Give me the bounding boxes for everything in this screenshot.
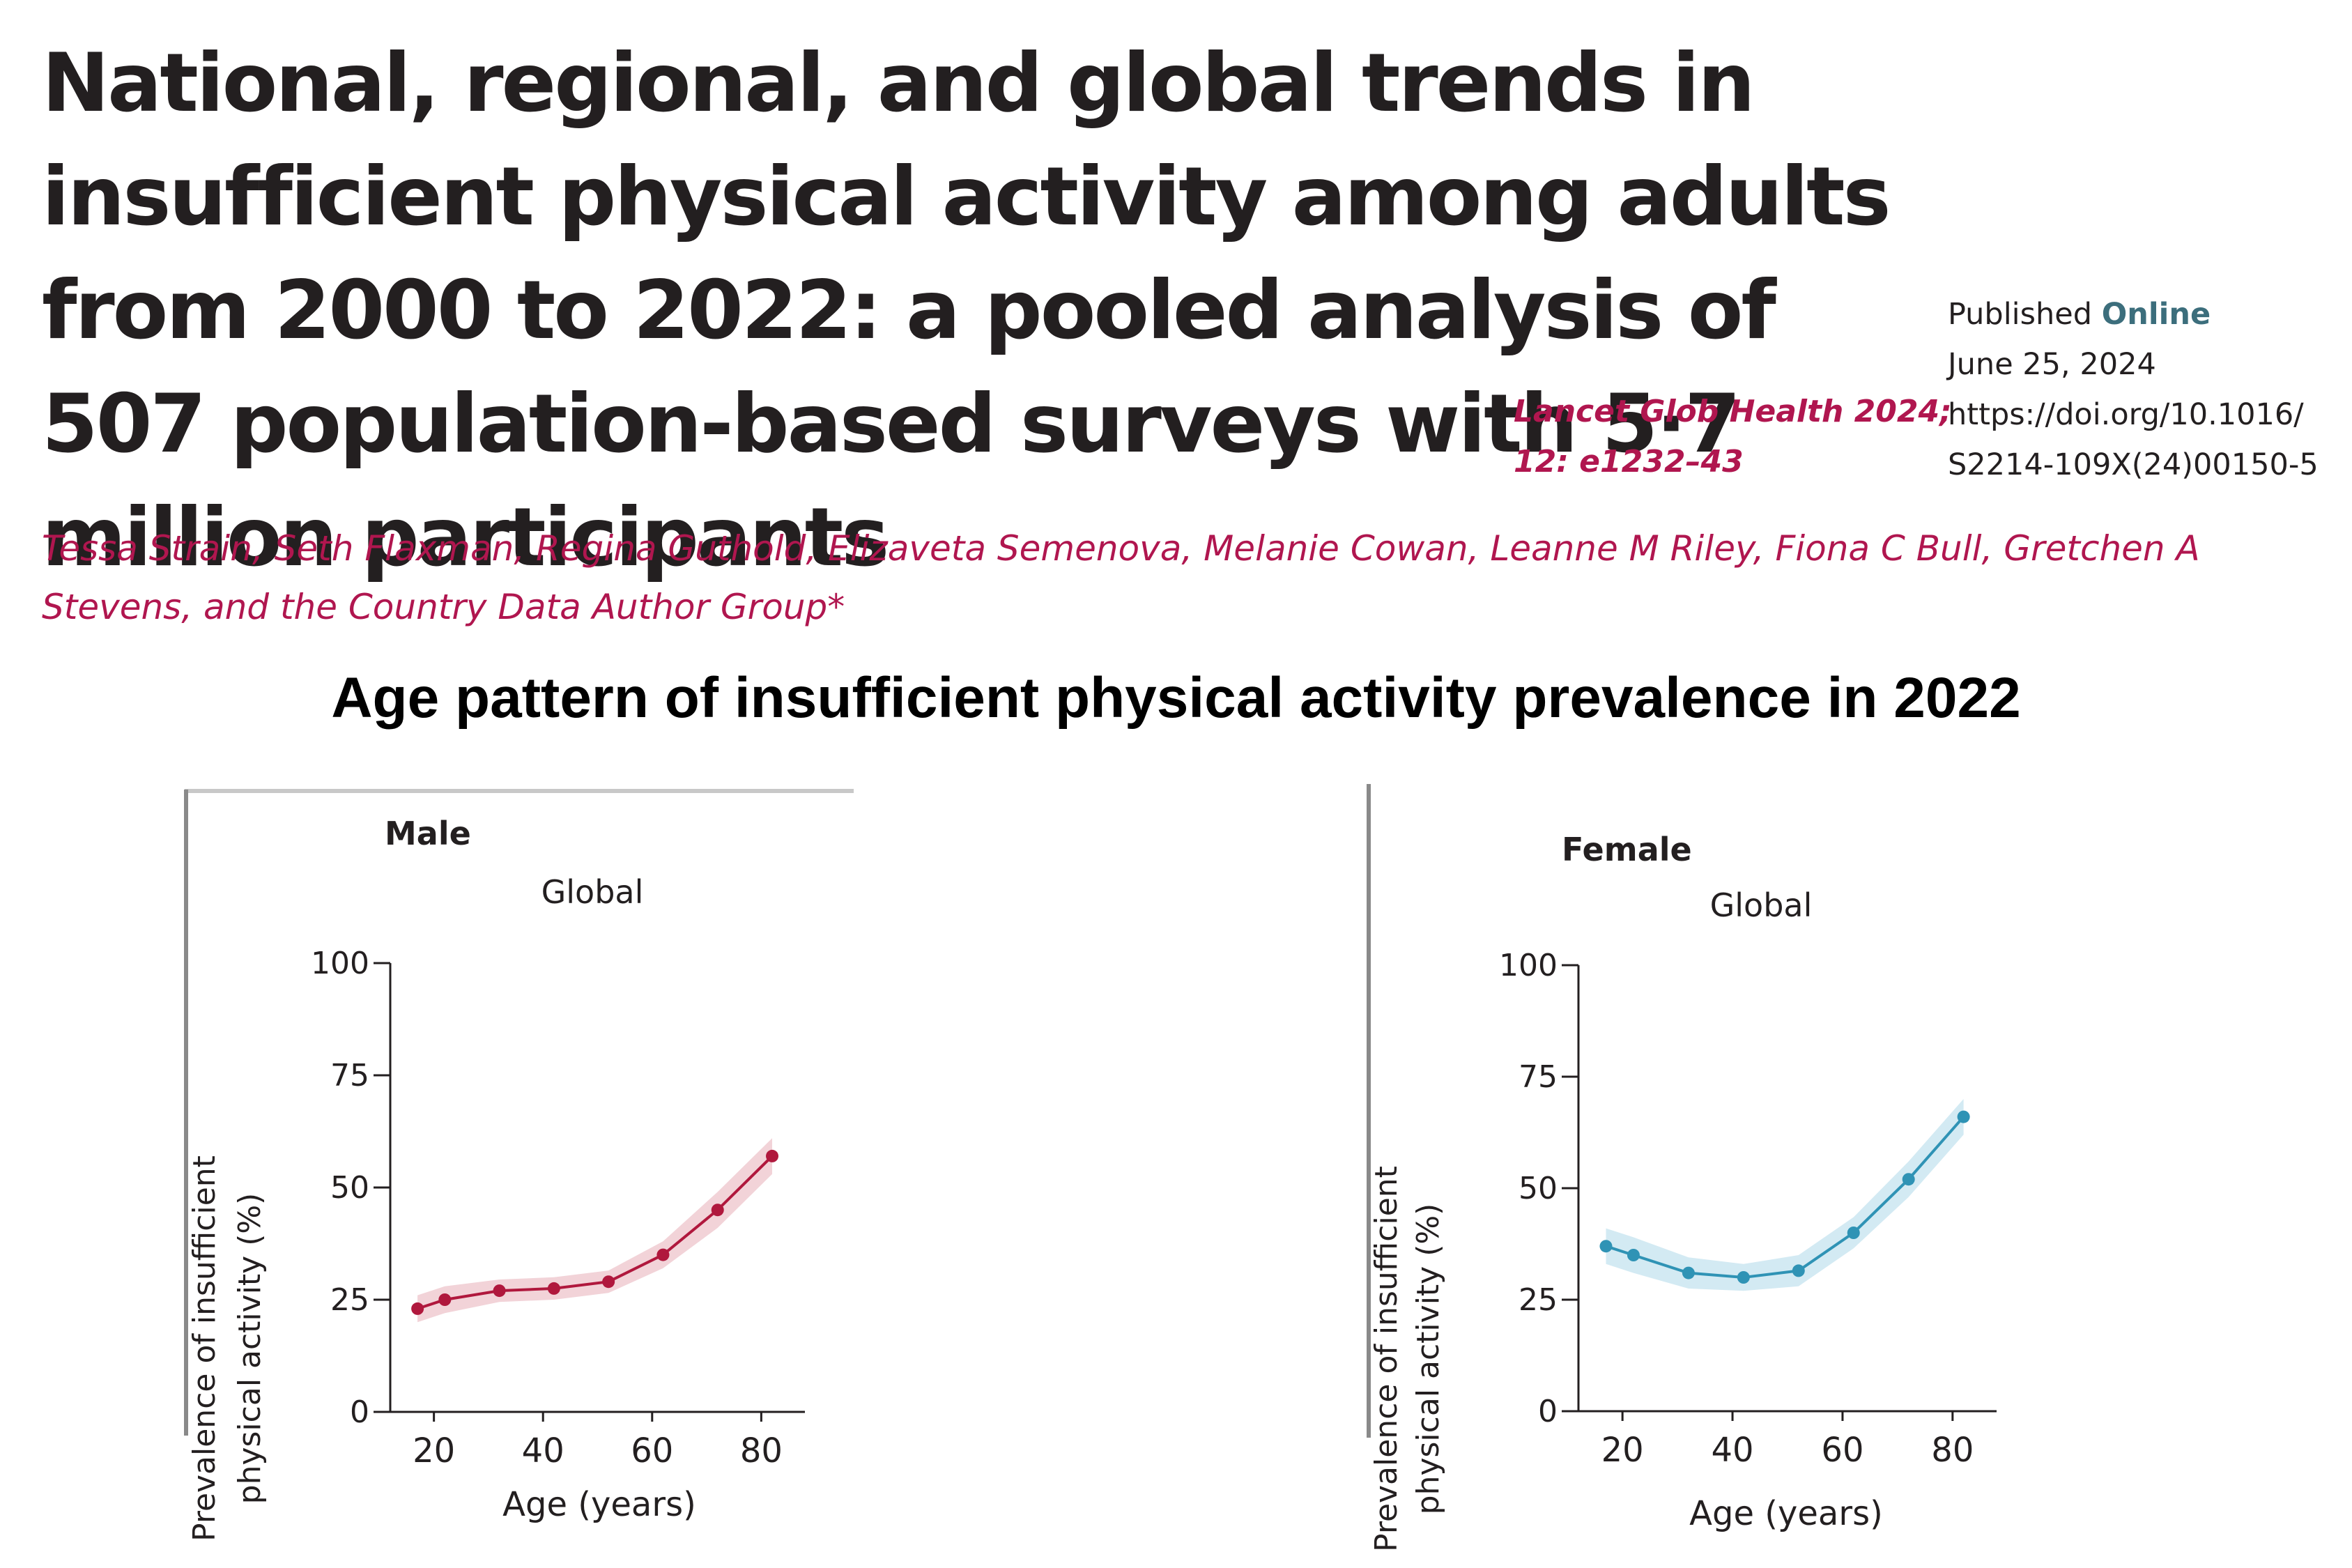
- data-point: [1792, 1264, 1805, 1277]
- data-point: [547, 1282, 560, 1295]
- uncertainty-band: [417, 1138, 772, 1323]
- data-point: [1902, 1173, 1915, 1186]
- published-label: Published: [1948, 297, 2093, 332]
- x-tick-label: 60: [631, 1431, 673, 1470]
- figure-title: Age pattern of insufficient physical act…: [331, 666, 2021, 730]
- data-point: [1599, 1240, 1613, 1253]
- y-axis-label-line-2: physical activity (%): [1411, 1204, 1446, 1515]
- y-axis-label-line-2: physical activity (%): [232, 1193, 268, 1505]
- citation-line-2: 12: e1232–43: [1514, 444, 1744, 479]
- author-list: Tessa Strain, Seth Flaxman, Regina Gutho…: [42, 528, 2200, 627]
- online-label: Online: [2101, 297, 2211, 332]
- data-point: [711, 1204, 724, 1217]
- data-point: [656, 1248, 670, 1261]
- y-tick-label: 100: [311, 946, 369, 981]
- y-tick-label: 100: [1499, 948, 1558, 983]
- y-tick-label: 0: [350, 1394, 369, 1430]
- y-tick-label: 0: [1538, 1394, 1558, 1429]
- journal-citation: Lancet Glob Health 2024; 12: e1232–43: [1514, 387, 1952, 487]
- series-line: [1605, 1116, 1965, 1279]
- data-point: [602, 1275, 615, 1289]
- doi-link-line-1[interactable]: https://doi.org/10.1016/: [1948, 397, 2304, 432]
- plot-area: 0 25 50 75 100 20 40 60 80: [311, 946, 805, 1470]
- panel-subtitle: Global: [541, 873, 644, 911]
- chart-male: Male Global 0 25 50 75 100 20 40 60 80 Age (year…: [184, 789, 854, 1542]
- x-tick-label: 20: [413, 1431, 455, 1470]
- x-tick-label: 80: [740, 1431, 783, 1470]
- x-axis-label: Age (years): [1689, 1494, 1883, 1533]
- plot-area: 0 25 50 75 100 20 40 60 80: [1499, 948, 1997, 1470]
- x-tick-label: 80: [1931, 1431, 1974, 1470]
- y-tick-label: 50: [1519, 1171, 1558, 1206]
- panel-label: Male: [385, 815, 471, 852]
- y-tick-label: 75: [330, 1058, 369, 1093]
- x-tick-label: 40: [1712, 1431, 1754, 1470]
- published-date: June 25, 2024: [1948, 347, 2156, 382]
- x-axis-label: Age (years): [502, 1485, 696, 1524]
- y-axis-label-line-1: Prevalence of insufficient: [1369, 1166, 1404, 1552]
- data-point: [1957, 1110, 1970, 1123]
- published-online: Published Online: [1948, 289, 2319, 339]
- y-axis-label-line-1: Prevalence of insufficient: [187, 1155, 222, 1542]
- data-point: [438, 1293, 452, 1306]
- doi-link-line-2[interactable]: S2214-109X(24)00150-5: [1948, 447, 2319, 482]
- x-tick-label: 40: [522, 1431, 564, 1470]
- data-point: [1682, 1266, 1695, 1279]
- paper-title: National, regional, and global trends in…: [42, 36, 1891, 585]
- citation-line-1: Lancet Glob Health 2024;: [1514, 394, 1952, 429]
- y-tick-label: 50: [330, 1170, 369, 1206]
- y-tick-label: 75: [1519, 1059, 1558, 1095]
- data-point: [411, 1302, 424, 1315]
- data-point: [766, 1149, 779, 1162]
- panel-subtitle: Global: [1710, 886, 1813, 924]
- publication-info: Published Online June 25, 2024 https://d…: [1948, 289, 2319, 490]
- data-point: [1847, 1227, 1860, 1239]
- chart-female: Female Global 0 25 50 75 100 20 40 60 80 Age (ye…: [1367, 784, 1997, 1552]
- uncertainty-band: [1606, 1099, 1964, 1291]
- panel-label: Female: [1562, 831, 1692, 868]
- y-tick-label: 25: [330, 1282, 369, 1318]
- y-tick-label: 25: [1519, 1282, 1558, 1318]
- series-line: [417, 1155, 774, 1310]
- x-tick-label: 20: [1601, 1431, 1644, 1470]
- data-point: [493, 1284, 506, 1298]
- data-point: [1627, 1249, 1640, 1261]
- data-point: [1737, 1271, 1750, 1284]
- x-tick-label: 60: [1821, 1431, 1863, 1470]
